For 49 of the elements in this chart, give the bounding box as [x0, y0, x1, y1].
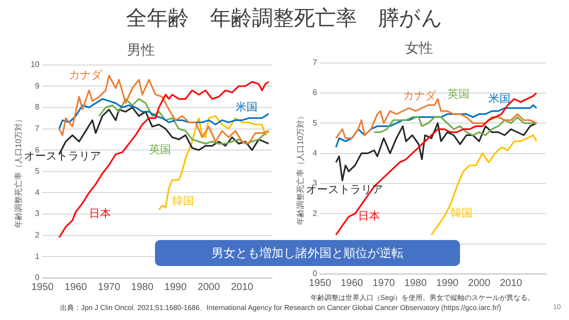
x-tick-label: 1980 — [404, 278, 428, 289]
y-axis-title: 年齢調整死亡率（人口10万対） — [296, 112, 306, 225]
x-tick-label: 1980 — [131, 282, 154, 293]
y-tick-label: 8 — [35, 102, 40, 112]
series-label: 米国 — [488, 92, 511, 106]
y-tick-label: 2 — [35, 230, 40, 240]
series-label: オーストラリア — [306, 184, 383, 196]
y-tick-label: 10 — [30, 60, 40, 70]
series-label: 日本 — [358, 210, 380, 223]
x-tick-label: 1950 — [308, 278, 332, 289]
series-label: 韓国 — [172, 194, 194, 208]
series-label: 韓国 — [450, 206, 473, 220]
chart-title: 男性 — [127, 41, 155, 58]
x-tick-label: 2010 — [230, 282, 254, 293]
x-tick-label: 1990 — [164, 282, 188, 293]
y-tick-label: 5 — [312, 118, 318, 128]
series-label: 英国 — [148, 143, 171, 156]
x-tick-label: 2010 — [500, 278, 523, 289]
series-label: カナダ — [402, 90, 437, 102]
x-tick-label: 1950 — [31, 282, 54, 293]
text: 全年齢 年齢調整死亡率 膵がん — [125, 6, 444, 32]
chart-title: 女性 — [405, 39, 433, 56]
x-tick-label: 1970 — [98, 282, 121, 293]
y-axis-title: 年齢調整死亡率（人口10万対） — [14, 114, 24, 228]
x-tick-label: 1970 — [372, 278, 396, 289]
series-label: 米国 — [235, 100, 258, 114]
y-tick-label: 4 — [35, 188, 40, 197]
y-tick-label: 7 — [35, 124, 40, 133]
annotation: 男女とも増加し諸外国と順位が逆転 — [212, 246, 404, 260]
series-label: 英国 — [447, 88, 470, 101]
y-tick-label: 3 — [35, 209, 40, 218]
x-tick-label: 2000 — [198, 282, 220, 293]
y-tick-label: 2 — [312, 208, 318, 218]
y-tick-label: 1 — [35, 252, 40, 261]
series-label: 日本 — [89, 207, 112, 220]
y-tick-label: 0 — [312, 269, 318, 278]
y-tick-label: 0 — [35, 273, 40, 282]
x-tick-label: 2000 — [468, 278, 491, 289]
y-tick-label: 5 — [35, 166, 40, 176]
x-tick-label: 1990 — [436, 278, 459, 289]
y-tick-label: 7 — [312, 58, 318, 68]
series-label: カナダ — [69, 69, 104, 82]
y-tick-label: 6 — [312, 88, 318, 98]
y-tick-label: 6 — [35, 145, 40, 154]
x-tick-label: 1960 — [64, 282, 88, 293]
y-tick-label: 9 — [35, 81, 40, 90]
y-tick-label: 4 — [312, 148, 318, 158]
x-tick-label: 1960 — [340, 278, 364, 289]
callout-box: 男女とも増加し諸外国と順位が逆転 — [155, 240, 460, 266]
